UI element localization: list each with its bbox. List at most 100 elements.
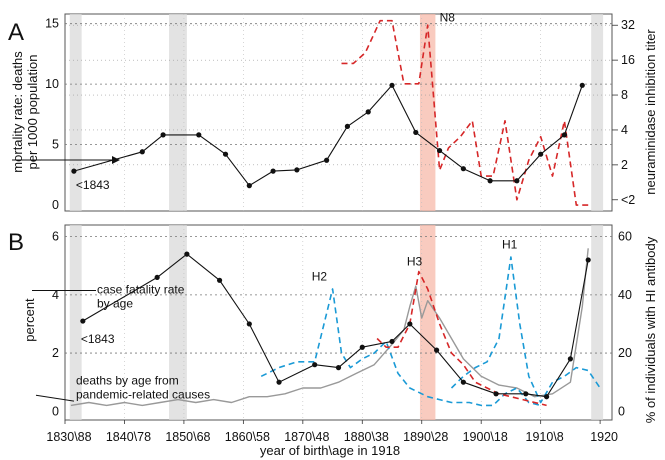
mortality-series-point [365, 109, 371, 115]
case-fatality-series-point [523, 391, 529, 397]
annotation-h3: H3 [407, 255, 423, 269]
y-tick-label: 5 [52, 138, 59, 152]
right-axis-label-a: neuraminidase inhibition titer [643, 29, 658, 195]
annotation-pandemic-deaths: deaths by age from pandemic-related cause… [76, 373, 210, 401]
annotation-h2: H2 [312, 269, 328, 283]
case-fatality-series-point [389, 338, 395, 345]
mortality-series-point [579, 82, 585, 88]
mortality-series-point [413, 129, 419, 136]
x-tick-label: 1890\28 [403, 430, 448, 444]
shaded-band [419, 225, 436, 420]
panel-label-b: B [8, 229, 24, 256]
shaded-band [69, 14, 82, 211]
x-tick-label: 1830\88 [46, 430, 91, 444]
shaded-band [419, 14, 436, 211]
y-tick-label: 15 [45, 17, 59, 31]
case-fatality-series-point [184, 251, 190, 257]
mortality-series-point [139, 149, 145, 155]
x-tick-label: 1880\38 [344, 430, 389, 444]
case-fatality-series-point [585, 257, 591, 263]
case-fatality-series-point [359, 344, 365, 350]
case-fatality-series-point [493, 391, 499, 397]
case-fatality-series-point [154, 274, 160, 280]
mortality-series-point [294, 167, 300, 173]
case-fatality-series-point [460, 379, 466, 385]
case-fatality-series-point [335, 365, 342, 371]
x-tick-label: 1840\78 [106, 430, 151, 444]
mortality-series-point [436, 147, 443, 154]
case-fatality-series-point [246, 321, 252, 327]
annotation-pre1843-b: <1843 [81, 332, 115, 346]
mortality-series-point [246, 183, 252, 189]
h3-series-line [376, 270, 547, 407]
mortality-series-point [460, 166, 466, 172]
pandemic-deaths-series-line [70, 248, 589, 407]
x-tick-label: 1900\18 [463, 430, 508, 444]
right-tick-label: 2 [621, 158, 628, 172]
y-tick-label: 4 [52, 288, 59, 302]
annotation-case-fatality: case fatality rate by age [97, 282, 185, 310]
arrow-head [112, 156, 120, 164]
x-tick-label: 1860\58 [225, 430, 270, 444]
mortality-series-point [222, 151, 229, 157]
x-tick-label: 1910\8 [526, 430, 564, 444]
annotation-n8: N8 [440, 10, 456, 24]
y-tick-label: 0 [52, 198, 59, 212]
n8-series-line [341, 19, 589, 206]
shaded-band [591, 225, 604, 420]
mortality-series-point [487, 178, 493, 184]
panel-label-a: A [8, 19, 24, 46]
y-tick-label: 2 [52, 346, 59, 360]
mortality-series-point [324, 157, 330, 163]
right-tick-label: 0 [618, 404, 625, 418]
case-fatality-series-point [216, 277, 223, 283]
shaded-band [169, 14, 187, 211]
mortality-series-point [160, 132, 166, 138]
y-tick-label: 0 [52, 404, 59, 418]
x-tick-label: 1850\68 [165, 430, 210, 444]
right-tick-label: 32 [621, 18, 635, 32]
h2-series-line [260, 288, 541, 407]
shaded-band [169, 225, 187, 420]
mortality-series-point [196, 132, 202, 138]
case-fatality-series-point [407, 321, 413, 327]
panel-b-frame [64, 224, 613, 421]
case-fatality-series-point [543, 394, 550, 400]
case-fatality-series-line [82, 253, 589, 398]
x-tick-label: 1920 [590, 430, 618, 444]
right-axis-label-b: % of individuals with HI antibody [643, 236, 658, 423]
right-tick-label: 20 [618, 346, 632, 360]
right-tick-label: 60 [618, 230, 632, 244]
y-tick-label: 10 [45, 77, 59, 91]
shaded-band [69, 225, 82, 420]
mortality-series-point [389, 82, 395, 88]
mortality-series-point [514, 178, 520, 184]
mortality-series-point [270, 168, 276, 174]
y-axis-label-b: percent [22, 298, 37, 342]
case-fatality-series-point [276, 379, 282, 385]
case-fatality-series-point [80, 318, 86, 324]
mortality-series-point [538, 151, 544, 157]
mortality-series-point [344, 123, 351, 129]
h1-series-line [450, 256, 601, 404]
y-axis-label-a: mortality rate: deathsper 1000 populatio… [10, 51, 40, 173]
right-tick-label: <2 [621, 193, 635, 207]
mortality-series-point [561, 132, 568, 138]
x-tick-label: 1870\48 [284, 430, 329, 444]
case-fatality-series-point [434, 347, 440, 353]
right-tick-label: 40 [618, 288, 632, 302]
right-tick-label: 4 [621, 123, 628, 137]
right-tick-label: 16 [621, 53, 635, 67]
right-tick-label: 8 [621, 88, 628, 102]
shaded-band [591, 14, 604, 211]
case-fatality-series-point [567, 356, 573, 362]
annotation-h1: H1 [502, 237, 518, 251]
mortality-series-line [73, 84, 583, 187]
annotation-pre1843-a: <1843 [76, 178, 110, 192]
annotation-leader [35, 394, 75, 402]
case-fatality-series-point [312, 362, 318, 368]
y-tick-label: 6 [52, 230, 59, 244]
x-axis-label: year of birth\age in 1918 [260, 443, 400, 458]
panel-a-frame [64, 13, 613, 212]
